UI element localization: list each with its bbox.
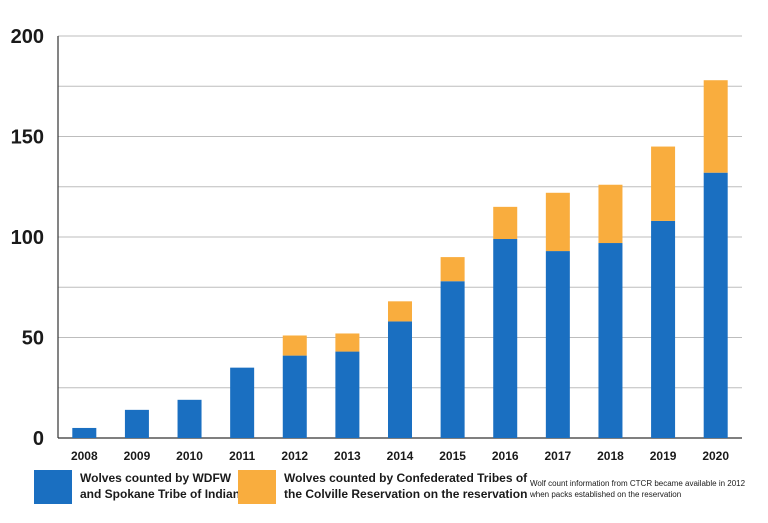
y-tick-label: 200: [11, 26, 44, 48]
x-tick-label: 2015: [439, 449, 466, 463]
y-tick-label: 150: [11, 127, 44, 149]
bar-wdfw: [703, 172, 728, 438]
x-tick-label: 2011: [229, 449, 255, 463]
x-tick-label: 2020: [702, 449, 729, 463]
x-tick-label: 2013: [334, 449, 361, 463]
x-tick-label: 2018: [597, 449, 624, 463]
bar-wdfw: [493, 239, 518, 438]
legend-item-wdfw: Wolves counted by WDFW and Spokane Tribe…: [34, 470, 247, 504]
bar-wdfw: [598, 243, 623, 438]
x-tick-label: 2014: [387, 449, 414, 463]
bar-cttr: [335, 333, 360, 352]
x-tick-label: 2008: [71, 449, 98, 463]
x-tick-label: 2010: [176, 449, 203, 463]
y-tick-label: 50: [22, 328, 44, 350]
bar-wdfw: [230, 367, 255, 438]
bar-wdfw: [124, 409, 149, 438]
bar-cttr: [598, 184, 623, 244]
y-tick-label: 0: [33, 428, 44, 450]
legend-swatch-wdfw: [34, 470, 72, 504]
y-tick-label: 100: [11, 227, 44, 249]
bar-wdfw: [282, 355, 307, 438]
bar-cttr: [282, 335, 307, 356]
bar-wdfw: [545, 251, 570, 438]
bar-wdfw: [651, 220, 676, 438]
bar-cttr: [388, 301, 412, 322]
bar-wdfw: [177, 399, 202, 438]
bar-wdfw: [388, 321, 412, 438]
bar-cttr: [493, 206, 518, 240]
x-tick-label: 2016: [492, 449, 519, 463]
bar-wdfw: [440, 281, 465, 438]
legend-label-cttr: Wolves counted by Confederated Tribes of…: [284, 471, 528, 501]
bar-cttr: [545, 192, 570, 252]
x-tick-label: 2019: [650, 449, 677, 463]
x-tick-label: 2012: [281, 449, 308, 463]
legend-item-cttr: Wolves counted by Confederated Tribes of…: [238, 470, 527, 504]
x-tick-label: 2017: [544, 449, 571, 463]
bar-cttr: [651, 146, 676, 221]
legend-label-wdfw: Wolves counted by WDFW and Spokane Tribe…: [80, 471, 247, 501]
data-note: Wolf count information from CTCR became …: [530, 479, 746, 499]
x-tick-label: 2009: [124, 449, 151, 463]
bar-wdfw: [72, 427, 97, 438]
legend-swatch-cttr: [238, 470, 276, 504]
bar-cttr: [703, 80, 728, 173]
bar-wdfw: [335, 351, 360, 438]
bar-cttr: [440, 257, 465, 282]
